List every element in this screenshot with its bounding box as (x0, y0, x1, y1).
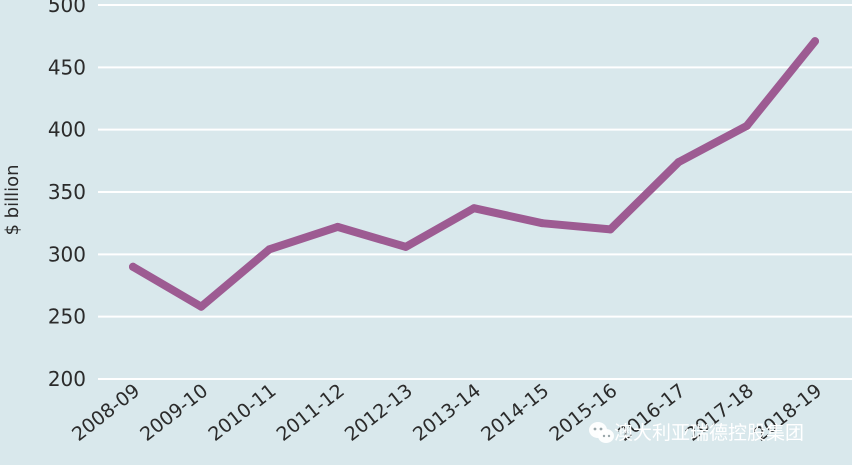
wechat-icon (589, 422, 614, 443)
series-points (129, 37, 819, 311)
data-point (811, 37, 819, 46)
y-tick-label: 350 (48, 180, 86, 204)
y-tick-label: 450 (48, 55, 86, 79)
watermark: 澳大利亚瑞德控股集团 (589, 422, 804, 444)
data-point (538, 219, 547, 228)
data-point (265, 245, 274, 254)
data-point (742, 121, 751, 130)
y-tick-label: 400 (48, 118, 86, 142)
data-point (333, 222, 342, 231)
data-point (401, 242, 410, 251)
watermark-text: 澳大利亚瑞德控股集团 (614, 422, 804, 444)
y-axis-label: $ billion (2, 164, 23, 235)
y-tick-label: 300 (48, 242, 86, 266)
data-point (470, 204, 478, 213)
y-tick-labels: 200 250 300 350 400 450 500 (48, 0, 86, 391)
y-tick-label: 250 (48, 305, 86, 329)
grid-lines (98, 4, 852, 380)
data-point (197, 302, 206, 311)
data-point (674, 158, 683, 167)
y-tick-label: 500 (48, 0, 86, 17)
data-point (129, 262, 137, 271)
y-tick-label: 200 (48, 367, 86, 391)
data-point (606, 225, 615, 234)
